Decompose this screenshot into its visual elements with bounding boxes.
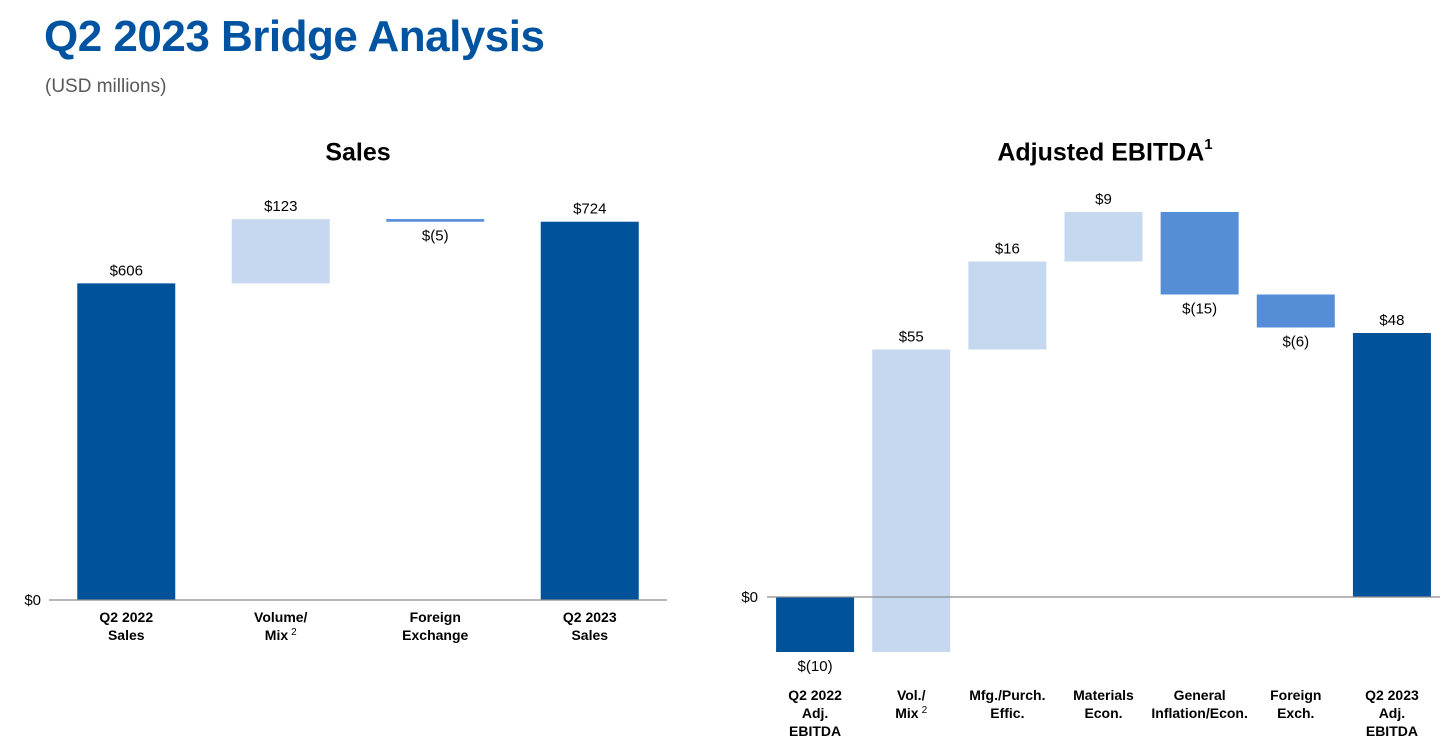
category-label-line: Adj.	[1379, 705, 1405, 721]
category-label-line: Mfg./Purch.	[969, 687, 1045, 703]
category-label-4: Materials Econ.	[1073, 687, 1134, 721]
category-label-line: Exchange	[402, 627, 468, 643]
data-label-3: $(5)	[422, 228, 449, 245]
bar-7	[1352, 333, 1431, 597]
category-label-6: Foreign Exch.	[1270, 687, 1321, 721]
category-label-3: Mfg./Purch. Effic.	[969, 687, 1045, 721]
category-label-1: Q2 2022 Sales	[99, 609, 153, 643]
category-label-line: Q2 2023	[1365, 687, 1419, 703]
bar-2	[872, 349, 951, 652]
ebitda-chart-title: Adjusted EBITDA1	[900, 136, 1310, 167]
data-label-4: $9	[1095, 191, 1112, 208]
category-label-line: Sales	[108, 627, 145, 643]
category-label-1: Q2 2022 Adj. EBITDA	[788, 687, 842, 739]
bar-4	[540, 221, 639, 600]
category-label-line: Adj.	[802, 705, 828, 721]
data-label-5: $(15)	[1182, 301, 1217, 318]
sales-chart-title: Sales	[258, 138, 458, 167]
bar-3	[968, 261, 1047, 350]
page-subtitle: (USD millions)	[45, 76, 167, 97]
data-label-7: $48	[1379, 312, 1404, 329]
category-footnote: 2	[291, 627, 297, 638]
ebitda-chart-title-footnote: 1	[1204, 136, 1213, 153]
category-label-line: Exch.	[1277, 705, 1314, 721]
category-label-line: Materials	[1073, 687, 1134, 703]
y-axis-zero-label: $0	[741, 589, 758, 606]
category-label-line: Econ.	[1084, 705, 1122, 721]
category-label-3: Foreign Exchange	[402, 609, 468, 643]
category-label-line: EBITDA	[789, 723, 841, 739]
category-label-line: Mix 2	[895, 705, 927, 721]
category-label-line: General	[1174, 687, 1226, 703]
category-label-line: Q2 2023	[563, 609, 617, 625]
category-label-line: Vol./	[897, 687, 926, 703]
category-label-line: EBITDA	[1366, 723, 1418, 739]
data-label-3: $16	[995, 241, 1020, 258]
category-label-line: Sales	[571, 627, 608, 643]
bar-4	[1064, 212, 1143, 262]
category-label-5: General Inflation/Econ.	[1151, 687, 1247, 721]
bar-1	[776, 597, 855, 652]
bar-2	[231, 219, 330, 284]
data-label-2: $123	[264, 198, 297, 215]
data-label-2: $55	[899, 329, 924, 346]
category-label-line: Q2 2022	[788, 687, 842, 703]
bar-3	[386, 219, 485, 222]
category-label-7: Q2 2023 Adj. EBITDA	[1365, 687, 1419, 739]
page-title: Q2 2023 Bridge Analysis	[44, 12, 545, 61]
category-label-line: Inflation/Econ.	[1151, 705, 1247, 721]
category-footnote: 2	[922, 705, 928, 716]
data-label-6: $(6)	[1282, 334, 1309, 351]
sales-chart-title-text: Sales	[325, 138, 391, 167]
category-label-line: Effic.	[990, 705, 1024, 721]
data-label-1: $(10)	[798, 658, 833, 675]
category-label-line: Foreign	[410, 609, 461, 625]
bar-5	[1160, 212, 1239, 295]
bar-6	[1256, 294, 1335, 328]
y-axis-zero-label: $0	[24, 592, 41, 609]
data-label-1: $606	[110, 262, 143, 279]
category-label-line: Foreign	[1270, 687, 1321, 703]
category-label-4: Q2 2023 Sales	[563, 609, 617, 643]
category-label-2: Vol./ Mix 2	[895, 687, 927, 721]
ebitda-chart-title-text: Adjusted EBITDA	[997, 138, 1205, 167]
data-label-4: $724	[573, 201, 606, 218]
bar-1	[77, 283, 176, 600]
category-label-line: Volume/	[254, 609, 308, 625]
category-label-line: Q2 2022	[99, 609, 153, 625]
